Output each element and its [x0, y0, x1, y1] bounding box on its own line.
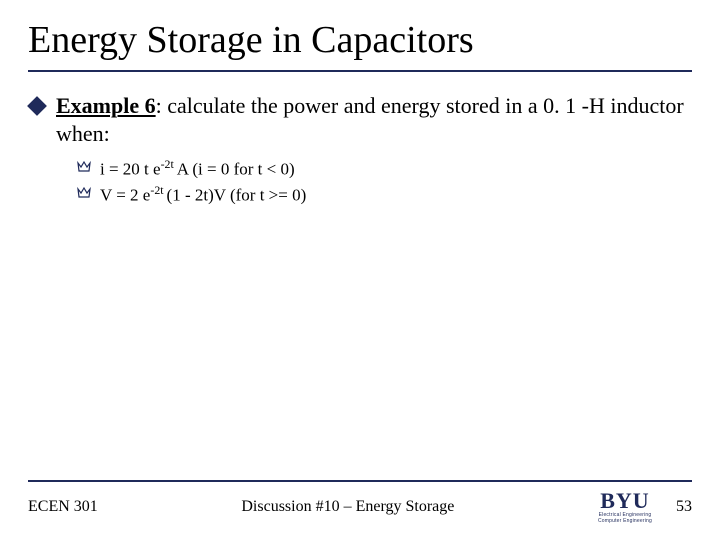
logo-subtext-2: Computer Engineering	[598, 519, 652, 524]
logo-text: BYU	[600, 490, 649, 512]
page-number: 53	[676, 498, 692, 516]
byu-logo: BYU Electrical Engineering Computer Engi…	[598, 490, 652, 524]
sub-bullet-text: V = 2 e-2t (1 - 2t)V (for t >= 0)	[100, 183, 306, 207]
sub-bullet-list: i = 20 t e-2t A (i = 0 for t < 0) V = 2 …	[76, 157, 692, 207]
main-bullet: Example 6: calculate the power and energ…	[30, 92, 692, 147]
title-underline	[28, 70, 692, 72]
slide-title: Energy Storage in Capacitors	[28, 18, 692, 70]
footer-right: BYU Electrical Engineering Computer Engi…	[598, 490, 692, 524]
footer-rule	[28, 480, 692, 482]
crown-bullet-icon	[76, 160, 92, 174]
slide-footer: ECEN 301 Discussion #10 – Energy Storage…	[28, 480, 692, 524]
footer-row: ECEN 301 Discussion #10 – Energy Storage…	[28, 490, 692, 524]
sub-bullet: i = 20 t e-2t A (i = 0 for t < 0)	[76, 157, 692, 181]
bullet-text: Example 6: calculate the power and energ…	[56, 92, 692, 147]
slide: Energy Storage in Capacitors Example 6: …	[0, 0, 720, 540]
sub-bullet-text: i = 20 t e-2t A (i = 0 for t < 0)	[100, 157, 295, 181]
discussion-title: Discussion #10 – Energy Storage	[98, 498, 598, 516]
crown-bullet-icon	[76, 186, 92, 200]
sub-bullet: V = 2 e-2t (1 - 2t)V (for t >= 0)	[76, 183, 692, 207]
course-code: ECEN 301	[28, 498, 98, 516]
diamond-bullet-icon	[27, 96, 47, 116]
example-label: Example 6	[56, 93, 156, 118]
